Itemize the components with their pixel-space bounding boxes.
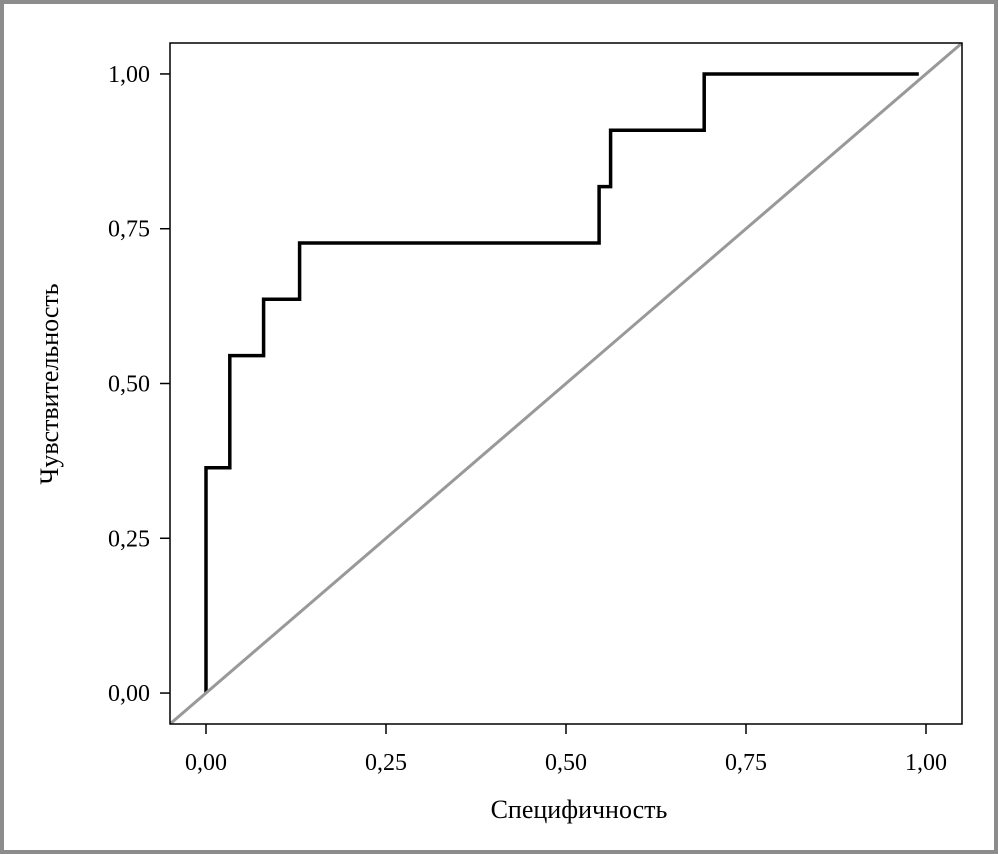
- y-tick-label: 0,75: [108, 217, 150, 243]
- x-axis-title: Специфичность: [491, 795, 668, 824]
- y-axis-title: Чувствительность: [35, 283, 64, 484]
- x-tick-label: 0,75: [725, 750, 767, 776]
- y-tick-label: 0,00: [108, 681, 150, 707]
- y-tick-label: 1,00: [108, 62, 150, 88]
- y-axis: 0,00 0,25 0,50 0,75 1,00: [108, 62, 170, 707]
- reference-diagonal-line: [170, 43, 962, 724]
- x-axis: 0,00 0,25 0,50 0,75 1,00: [185, 724, 947, 776]
- x-tick-label: 0,50: [545, 750, 587, 776]
- roc-curve-line: [204, 72, 919, 693]
- x-tick-label: 0,25: [365, 750, 407, 776]
- roc-chart: 0,00 0,25 0,50 0,75 1,00 0,00 0,25 0,50 0,75 1,0…: [35, 42, 963, 824]
- x-tick-label: 0,00: [185, 750, 227, 776]
- y-tick-label: 0,25: [108, 526, 150, 552]
- x-tick-label: 1,00: [905, 750, 947, 776]
- series-layer: [170, 43, 962, 724]
- y-tick-label: 0,50: [108, 372, 150, 398]
